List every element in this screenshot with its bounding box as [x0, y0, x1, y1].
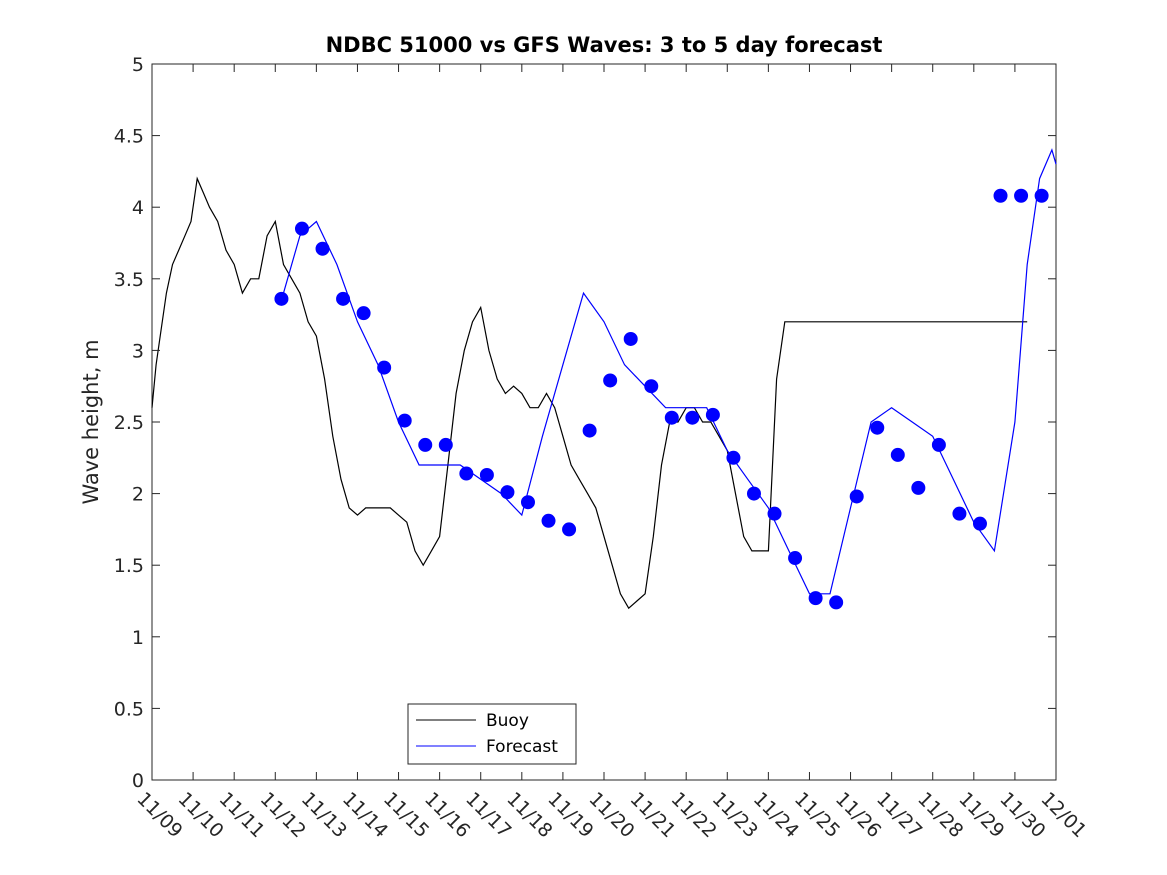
forecast-marker — [644, 379, 659, 394]
x-tick-label: 11/19 — [543, 788, 597, 842]
forecast-marker — [829, 595, 844, 610]
series-line-forecast — [282, 148, 1057, 595]
x-tick-label: 11/23 — [708, 788, 762, 842]
forecast-marker — [397, 413, 412, 428]
forecast-marker — [459, 466, 474, 481]
x-tick-label: 11/25 — [790, 788, 844, 842]
legend-box — [407, 703, 577, 765]
y-tick-label: 1 — [132, 627, 144, 649]
x-tick-label: 11/13 — [297, 788, 351, 842]
x-tick-label: 11/16 — [420, 788, 474, 842]
forecast-marker — [562, 522, 577, 537]
forecast-marker — [418, 437, 433, 452]
legend: Buoy Forecast — [407, 703, 577, 765]
x-tick-label: 11/11 — [215, 788, 269, 842]
x-tick-label: 12/01 — [1036, 788, 1090, 842]
y-tick-label: 0 — [132, 770, 144, 792]
forecast-marker — [849, 489, 864, 504]
forecast-marker — [623, 331, 638, 346]
forecast-markers — [274, 188, 1049, 610]
forecast-marker — [520, 495, 535, 510]
forecast-marker — [870, 420, 885, 435]
legend-label-buoy: Buoy — [486, 711, 529, 731]
forecast-marker — [664, 410, 679, 425]
forecast-marker — [1034, 188, 1049, 203]
forecast-marker — [726, 450, 741, 465]
forecast-marker — [1014, 188, 1029, 203]
chart-title: NDBC 51000 vs GFS Waves: 3 to 5 day fore… — [326, 33, 883, 57]
x-tick-label: 11/30 — [995, 788, 1049, 842]
forecast-marker — [705, 407, 720, 422]
forecast-marker — [438, 437, 453, 452]
y-tick-label: 4.5 — [114, 126, 144, 148]
forecast-marker — [911, 480, 926, 495]
x-tick-label: 11/10 — [174, 788, 228, 842]
plot-area — [151, 63, 1057, 781]
x-tick-label: 11/09 — [132, 788, 186, 842]
y-tick-label: 1.5 — [114, 555, 144, 577]
y-tick-label: 4 — [132, 197, 144, 219]
axes-box — [151, 63, 1057, 781]
forecast-marker — [788, 551, 803, 566]
x-tick-label: 11/20 — [584, 788, 638, 842]
forecast-marker — [952, 506, 967, 521]
forecast-marker — [582, 423, 597, 438]
y-tick-label: 2 — [132, 484, 144, 506]
forecast-marker — [993, 188, 1008, 203]
forecast-marker — [377, 360, 392, 375]
x-tick-label: 11/17 — [461, 788, 515, 842]
y-tick-label: 3 — [132, 340, 144, 362]
x-tick-label: 11/22 — [667, 788, 721, 842]
y-tick-label: 2.5 — [114, 412, 144, 434]
forecast-marker — [479, 467, 494, 482]
forecast-marker — [500, 485, 515, 500]
legend-label-forecast: Forecast — [486, 737, 558, 757]
y-tick-label: 3.5 — [114, 269, 144, 291]
x-tick-label: 11/24 — [749, 788, 803, 842]
forecast-marker — [315, 241, 330, 256]
forecast-marker — [294, 221, 309, 236]
x-tick-label: 11/12 — [256, 788, 310, 842]
x-tick-label: 11/26 — [831, 788, 885, 842]
forecast-marker — [685, 410, 700, 425]
x-tick-label: 11/18 — [502, 788, 556, 842]
x-tick-label: 11/29 — [954, 788, 1008, 842]
forecast-marker — [808, 591, 823, 606]
y-axis-ticks: 0 0.5 1 1.5 2 2.5 3 3.5 4 4.5 5 — [114, 54, 1056, 792]
forecast-marker — [336, 291, 351, 306]
y-axis-label: Wave height, m — [79, 339, 103, 504]
x-tick-label: 11/27 — [872, 788, 926, 842]
series-layer — [151, 148, 1057, 610]
forecast-marker — [541, 513, 556, 528]
forecast-marker — [972, 516, 987, 531]
forecast-marker — [603, 373, 618, 388]
y-tick-label: 5 — [132, 54, 144, 76]
forecast-marker — [274, 291, 289, 306]
x-tick-label: 11/15 — [379, 788, 433, 842]
x-tick-label: 11/21 — [626, 788, 680, 842]
forecast-marker — [356, 306, 371, 321]
x-tick-label: 11/14 — [338, 788, 392, 842]
forecast-marker — [767, 506, 782, 521]
forecast-marker — [890, 447, 905, 462]
series-line-buoy — [151, 176, 1028, 610]
x-tick-label: 11/28 — [913, 788, 967, 842]
forecast-marker — [746, 486, 761, 501]
y-tick-label: 0.5 — [114, 698, 144, 720]
forecast-marker — [931, 437, 946, 452]
